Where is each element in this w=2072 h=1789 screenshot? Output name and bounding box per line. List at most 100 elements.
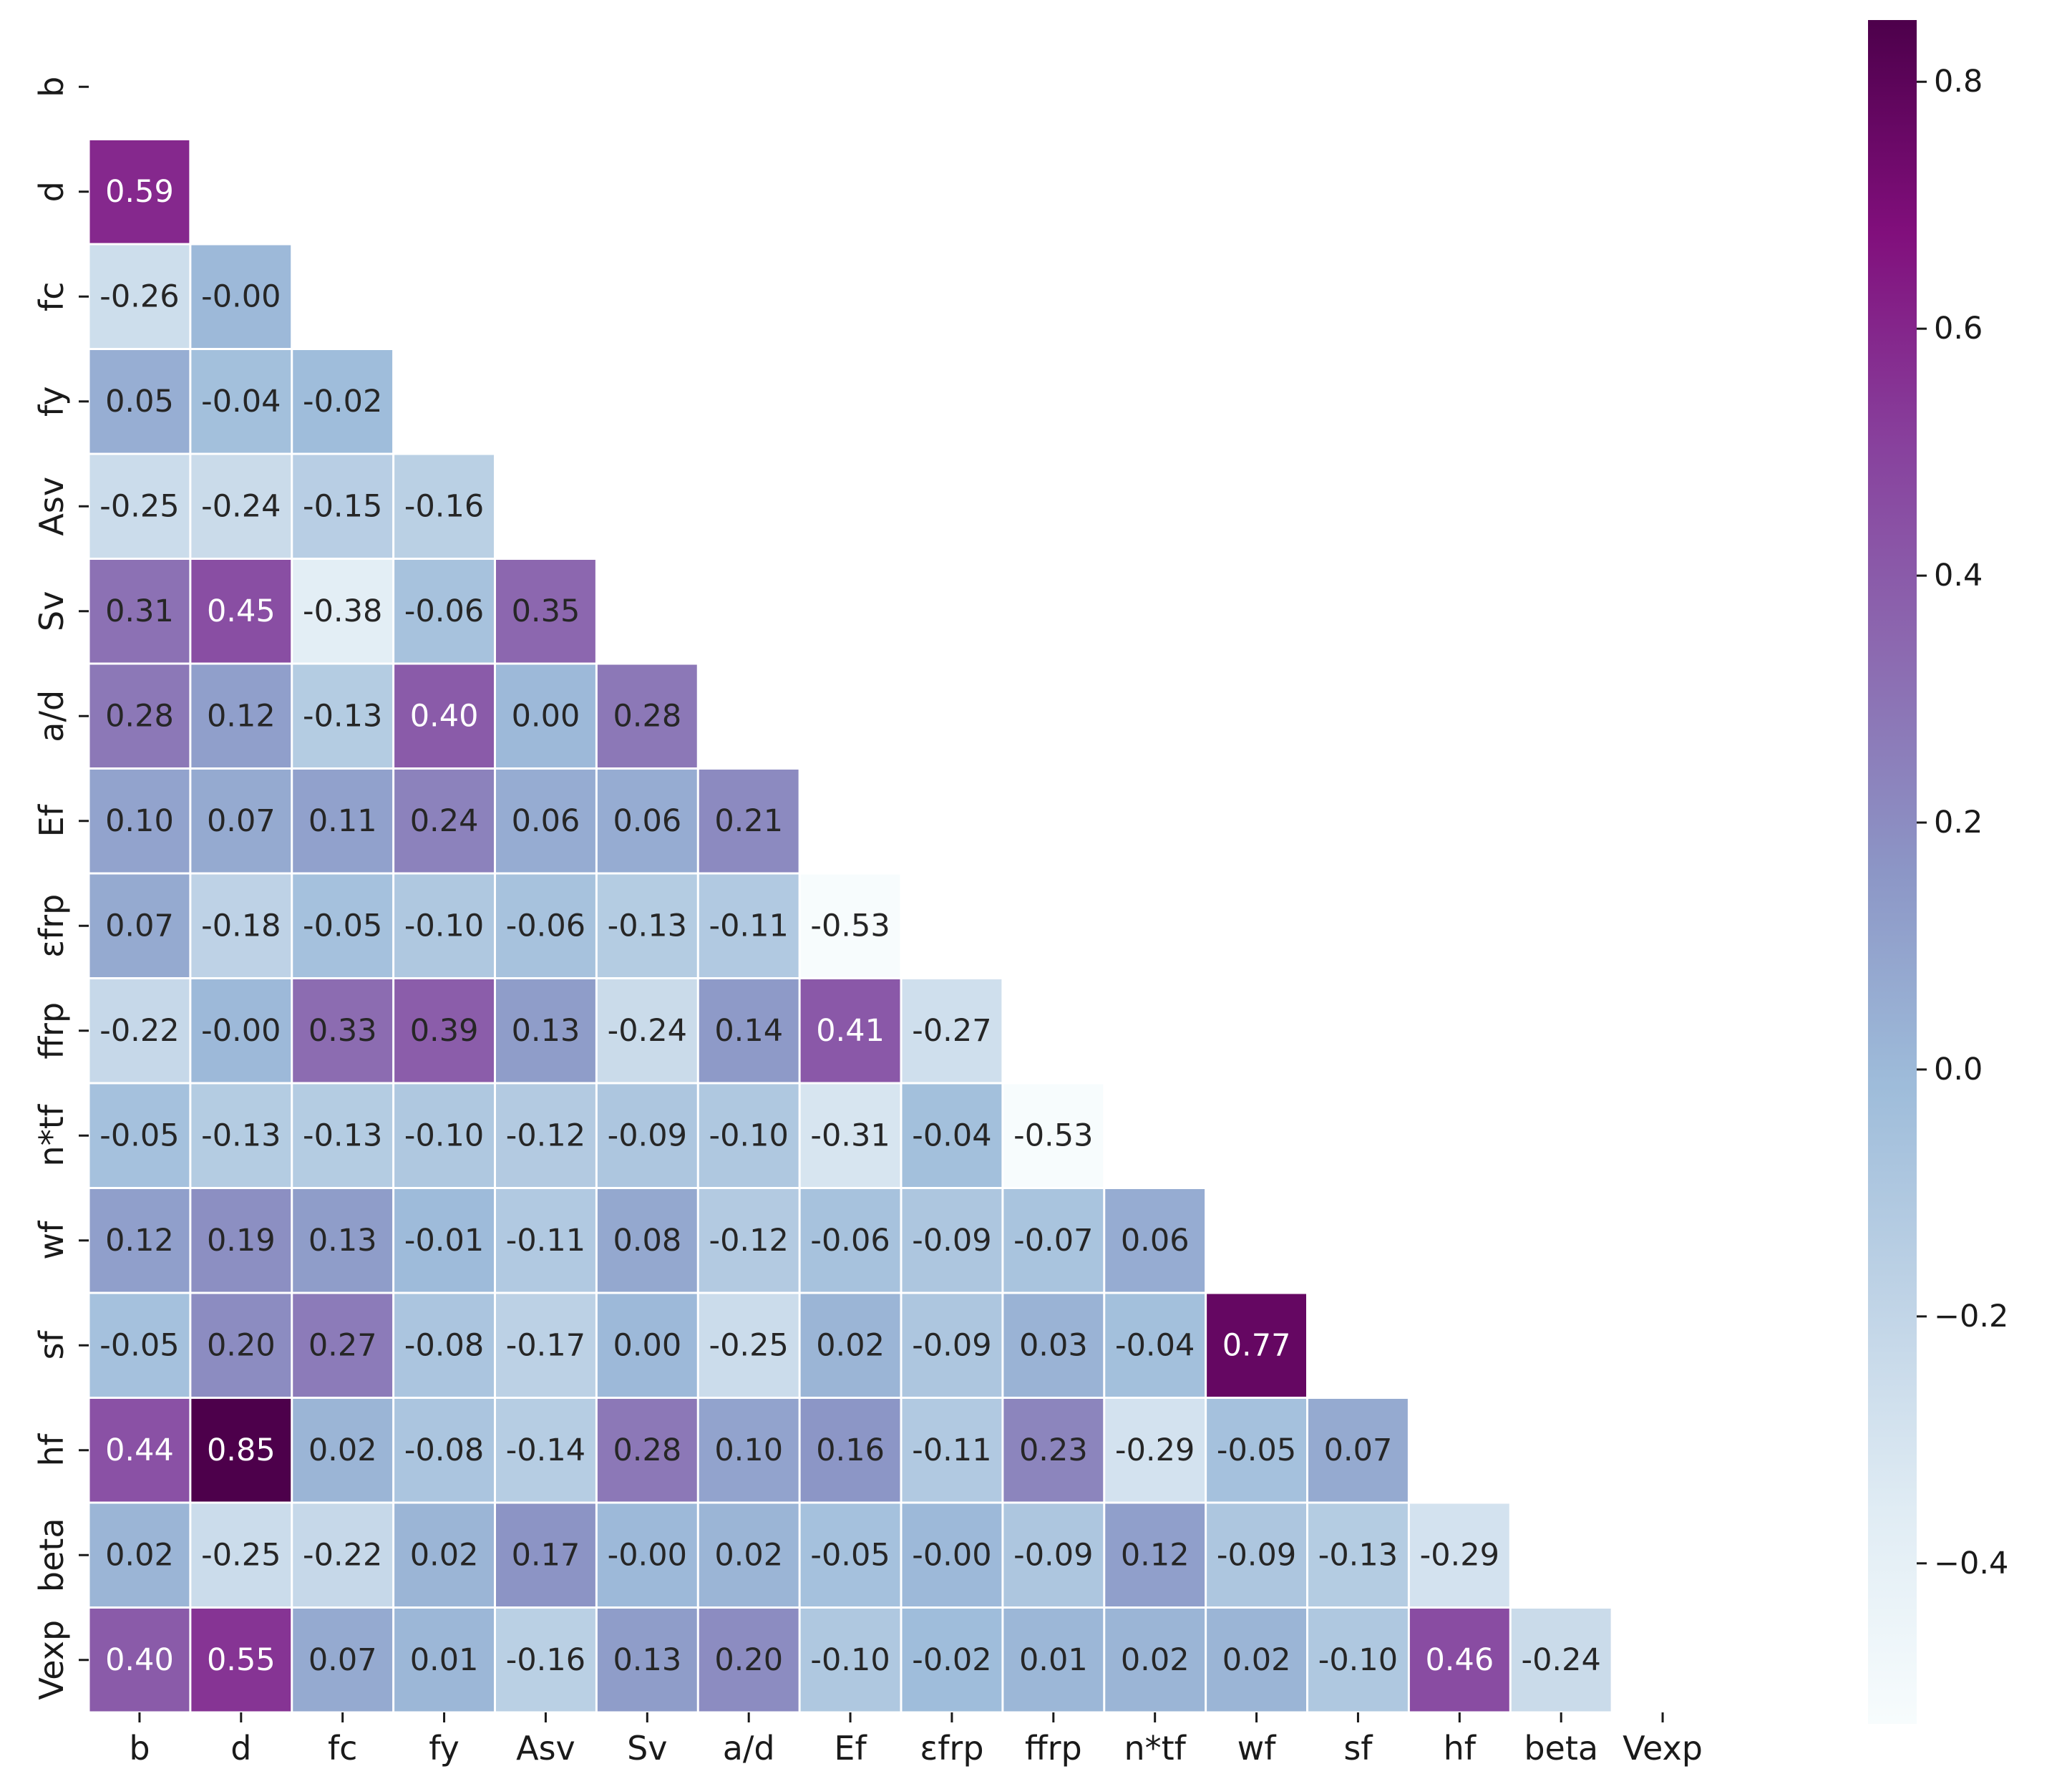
cell-Ef-b — [89, 770, 190, 873]
cell-Sv-fy — [394, 560, 494, 663]
cell-value-label: -0.00 — [912, 1537, 991, 1573]
cell-value-label: 0.02 — [714, 1537, 783, 1573]
y-tick-label-εfrp: εfrp — [32, 894, 71, 958]
cell-value-label: 0.21 — [714, 803, 783, 839]
cell-value-label: -0.05 — [99, 1117, 179, 1153]
y-tick-label-wf: wf — [32, 1220, 71, 1260]
cell-value-label: -0.25 — [201, 1537, 281, 1573]
x-tick-label-n*tf: n*tf — [1124, 1729, 1187, 1768]
cell-Ef-fy — [394, 770, 494, 873]
x-tick-label-Asv: Asv — [516, 1729, 575, 1768]
colorbar-tick-label: 0.0 — [1934, 1052, 1983, 1087]
cell-Ef-Asv — [496, 770, 595, 873]
cell-value-label: 0.31 — [105, 593, 174, 629]
cell-value-label: -0.16 — [506, 1642, 585, 1678]
cell-value-label: 0.07 — [308, 1642, 377, 1678]
cell-value-label: -0.12 — [506, 1117, 585, 1153]
cell-wf-εfrp — [902, 1189, 1002, 1292]
cell-ffrp-fy — [394, 979, 494, 1082]
cell-value-label: 0.19 — [207, 1223, 276, 1259]
y-axis: b d fc fy Asv Sv a/d Ef εfrp ffrp n*tf wf sf hf beta Ve… — [32, 77, 89, 1700]
x-tick-label-ffrp: ffrp — [1025, 1729, 1082, 1768]
cell-n*tf-b — [89, 1084, 190, 1187]
x-tick-label-Vexp: Vexp — [1623, 1729, 1703, 1768]
cell-value-label: -0.04 — [1115, 1327, 1195, 1363]
cell-fy-d — [191, 350, 291, 453]
cell-beta-εfrp — [902, 1503, 1002, 1606]
cell-value-label: -0.18 — [201, 908, 281, 944]
cell-d-b — [89, 140, 190, 243]
cell-wf-fy — [394, 1189, 494, 1292]
cell-value-label: 0.06 — [613, 803, 681, 839]
cell-value-label: -0.04 — [201, 384, 281, 420]
cell-value-label: -0.25 — [99, 488, 179, 524]
cell-wf-d — [191, 1189, 291, 1292]
cell-ffrp-Sv — [597, 979, 697, 1082]
cell-value-label: -0.07 — [1013, 1223, 1093, 1259]
cell-εfrp-fc — [293, 874, 393, 977]
cell-value-label: -0.00 — [201, 278, 281, 314]
cell-n*tf-εfrp — [902, 1084, 1002, 1187]
cell-wf-a/d — [699, 1189, 799, 1292]
cell-sf-Ef — [800, 1294, 900, 1397]
cell-value-label: 0.41 — [816, 1013, 885, 1049]
cell-wf-b — [89, 1189, 190, 1292]
cell-wf-Asv — [496, 1189, 595, 1292]
cell-sf-wf — [1207, 1294, 1306, 1397]
cell-value-label: -0.09 — [912, 1223, 991, 1259]
cell-value-label: 0.12 — [105, 1223, 174, 1259]
cell-value-label: -0.15 — [303, 488, 382, 524]
cell-value-label: -0.09 — [1217, 1537, 1296, 1573]
cell-value-label: -0.16 — [404, 488, 484, 524]
cell-sf-Sv — [597, 1294, 697, 1397]
cell-sf-n*tf — [1105, 1294, 1205, 1397]
y-tick-label-hf: hf — [32, 1432, 71, 1466]
cell-value-label: -0.10 — [404, 1117, 484, 1153]
y-tick-label-beta: beta — [32, 1518, 71, 1592]
cell-value-label: 0.08 — [613, 1223, 681, 1259]
cell-value-label: 0.06 — [512, 803, 580, 839]
cell-beta-ffrp — [1003, 1503, 1104, 1606]
cell-value-label: -0.11 — [709, 908, 789, 944]
cell-value-label: 0.13 — [613, 1642, 681, 1678]
cell-value-label: 0.10 — [105, 803, 174, 839]
cell-value-label: 0.02 — [410, 1537, 479, 1573]
cell-value-label: 0.35 — [512, 593, 580, 629]
cell-value-label: -0.27 — [912, 1013, 991, 1049]
cell-hf-Sv — [597, 1399, 697, 1502]
y-tick-label-a/d: a/d — [32, 690, 71, 742]
cell-n*tf-Ef — [800, 1084, 900, 1187]
x-tick-label-d: d — [230, 1729, 251, 1768]
cell-Sv-Asv — [496, 560, 595, 663]
cell-wf-Ef — [800, 1189, 900, 1292]
cell-value-label: 0.11 — [308, 803, 377, 839]
cell-beta-Ef — [800, 1503, 900, 1606]
cell-Vexp-hf — [1409, 1609, 1509, 1712]
cell-value-label: -0.09 — [912, 1327, 991, 1363]
cell-ffrp-Asv — [496, 979, 595, 1082]
colorbar-tick-label: 0.8 — [1934, 64, 1983, 100]
cell-beta-sf — [1308, 1503, 1408, 1606]
cell-hf-b — [89, 1399, 190, 1502]
cell-a/d-b — [89, 664, 190, 767]
cell-value-label: -0.12 — [709, 1223, 789, 1259]
cell-value-label: -0.25 — [709, 1327, 789, 1363]
cell-value-label: -0.26 — [99, 278, 179, 314]
cell-sf-d — [191, 1294, 291, 1397]
x-tick-label-wf: wf — [1237, 1729, 1278, 1768]
cell-value-label: 0.12 — [207, 698, 276, 734]
cell-fy-b — [89, 350, 190, 453]
cell-Vexp-d — [191, 1609, 291, 1712]
cell-value-label: -0.22 — [303, 1537, 382, 1573]
cell-value-label: -0.09 — [608, 1117, 687, 1153]
cell-value-label: 0.24 — [410, 803, 479, 839]
cell-value-label: 0.10 — [714, 1432, 783, 1468]
cell-value-label: -0.13 — [201, 1117, 281, 1153]
y-tick-label-Ef: Ef — [32, 803, 71, 837]
cell-n*tf-Asv — [496, 1084, 595, 1187]
cell-value-label: -0.05 — [303, 908, 382, 944]
y-tick-label-fy: fy — [32, 386, 71, 417]
cell-value-label: 0.03 — [1019, 1327, 1088, 1363]
cell-value-label: 0.16 — [816, 1432, 885, 1468]
cell-Sv-b — [89, 560, 190, 663]
